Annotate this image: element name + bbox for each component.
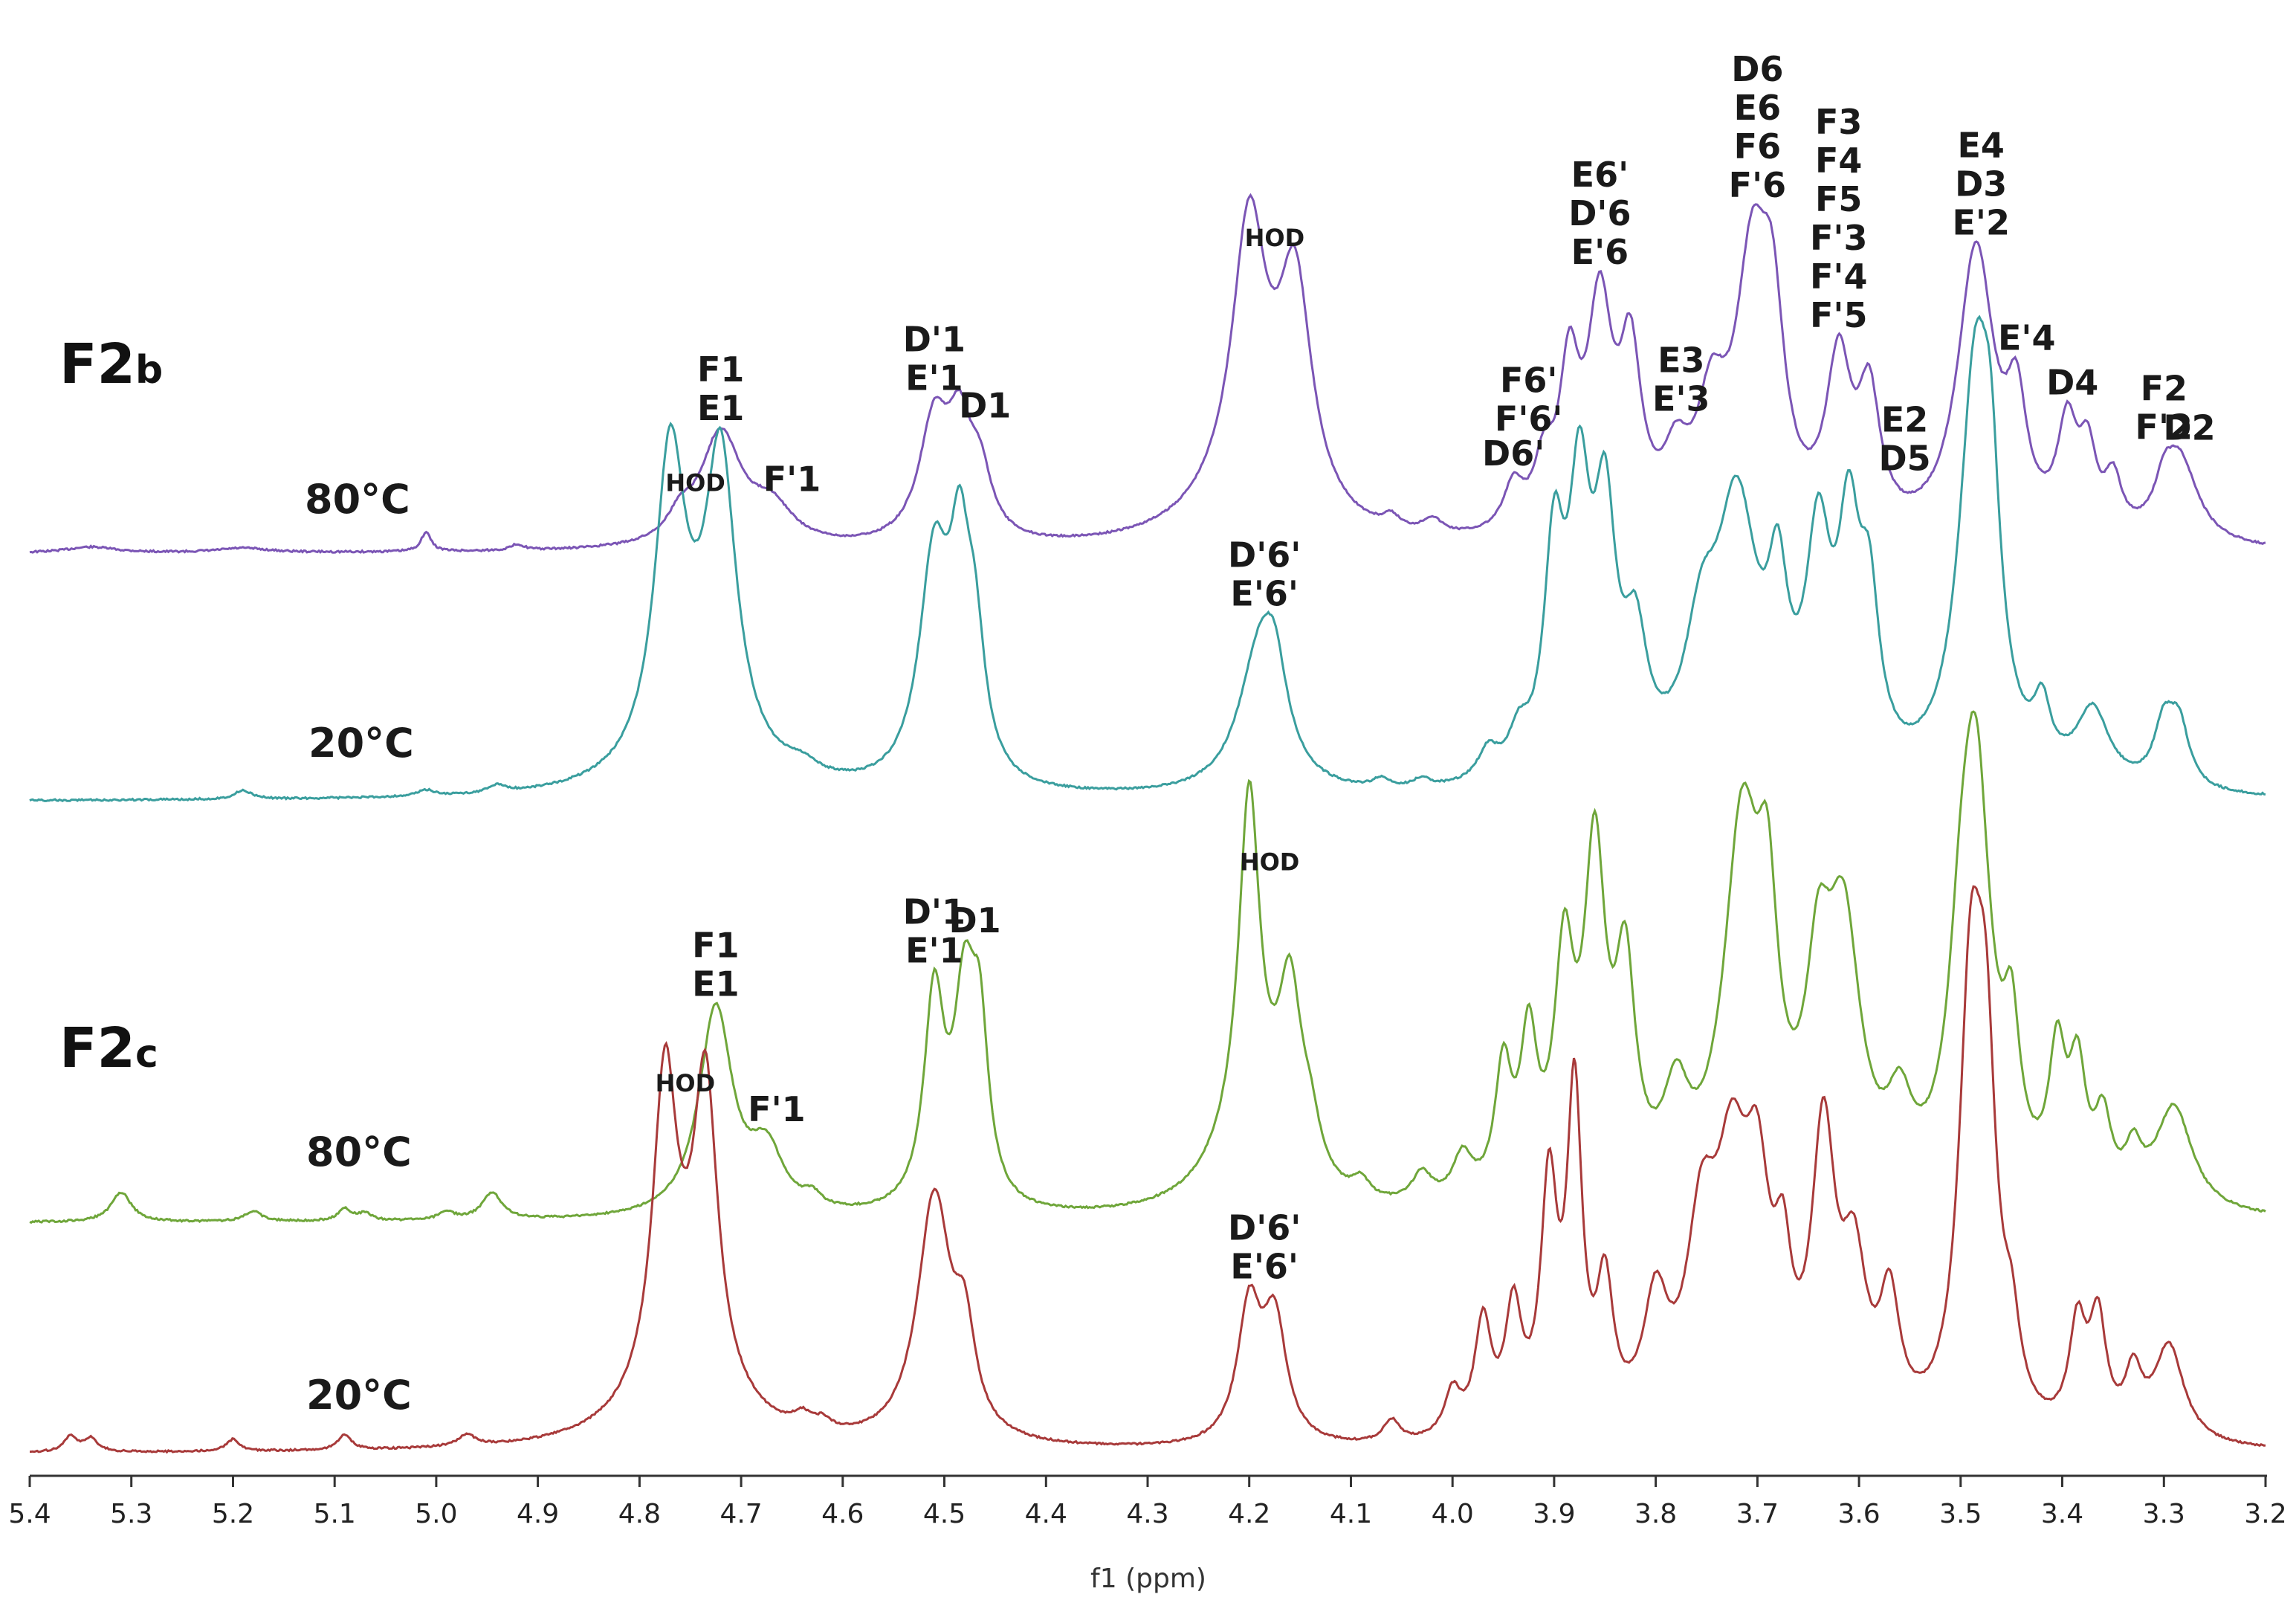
x-tick-label-5.2: 5.2 bbox=[212, 1499, 254, 1529]
temp-label-c80: 80°C bbox=[306, 1129, 412, 1175]
spectrum-line-2 bbox=[29, 314, 2266, 803]
x-tick-label-4.4: 4.4 bbox=[1025, 1499, 1067, 1529]
peak-label-2-1: HOD bbox=[665, 469, 725, 497]
peak-label-1-8: E6' D'6 E'6 bbox=[1568, 155, 1631, 272]
x-tick-label-4.1: 4.1 bbox=[1330, 1499, 1372, 1529]
group-labels: F2b F2c bbox=[59, 332, 163, 1080]
x-axis: 5.4 5.3 5.2 5.1 5.0 4.9 4.8 4.7 4.6 4.5 4.4 4.3 4.2 4… bbox=[8, 1474, 2287, 1594]
peak-label-3-4: D1 bbox=[948, 900, 1000, 941]
x-tick-label-4.3: 4.3 bbox=[1126, 1499, 1168, 1529]
x-tick-label-5.3: 5.3 bbox=[110, 1499, 152, 1529]
x-tick-label-3.9: 3.9 bbox=[1533, 1499, 1575, 1529]
temp-label-b20: 20°C bbox=[308, 720, 414, 767]
peak-label-1-1: F1 E1 bbox=[697, 349, 744, 428]
x-tick-label-4.5: 4.5 bbox=[923, 1499, 966, 1529]
peak-label-1-10: D6 E6 F6 F'6 bbox=[1729, 49, 1787, 205]
spectra-traces bbox=[29, 193, 2266, 1454]
group-label-c: F2c bbox=[59, 1016, 158, 1080]
x-tick-label-4.9: 4.9 bbox=[517, 1499, 559, 1529]
group-label-b: F2b bbox=[59, 332, 163, 396]
peak-label-1-4: D1 bbox=[959, 386, 1011, 426]
x-tick-label-3.6: 3.6 bbox=[1837, 1499, 1880, 1529]
peak-label-1-5: HOD bbox=[1245, 224, 1305, 252]
peak-label-1-12: E2 D5 bbox=[1878, 400, 1930, 479]
peak-label-4-1: HOD bbox=[656, 1069, 716, 1097]
peak-label-4-2: D'6' E'6' bbox=[1228, 1208, 1301, 1287]
x-tick-label-3.4: 3.4 bbox=[2041, 1499, 2083, 1529]
peak-label-3-1: F1 E1 bbox=[692, 926, 739, 1004]
temperature-labels: 80°C 20°C 80°C 20°C bbox=[305, 476, 414, 1419]
peak-label-1-6: F6' F'6' bbox=[1495, 360, 1563, 439]
x-tick-label-4.0: 4.0 bbox=[1432, 1499, 1474, 1529]
x-axis-label: f1 (ppm) bbox=[1090, 1564, 1206, 1594]
x-axis-ticks: 5.4 5.3 5.2 5.1 5.0 4.9 4.8 4.7 4.6 4.5 4.4 4.3 4.2 4… bbox=[8, 1476, 2287, 1529]
x-tick-label-3.3: 3.3 bbox=[2143, 1499, 2185, 1529]
spectrum-line-1 bbox=[29, 193, 2266, 554]
x-tick-label-4.2: 4.2 bbox=[1228, 1499, 1270, 1529]
x-tick-label-3.7: 3.7 bbox=[1736, 1499, 1779, 1529]
x-tick-label-3.8: 3.8 bbox=[1634, 1499, 1677, 1529]
peak-label-1-9: E3 E'3 bbox=[1652, 341, 1710, 419]
x-tick-label-5.0: 5.0 bbox=[415, 1499, 457, 1529]
peak-label-1-14: E'4 bbox=[1998, 318, 2056, 358]
peak-label-1-15: D4 bbox=[2046, 363, 2098, 403]
peak-label-1-16: F2 F'2 bbox=[2135, 368, 2193, 447]
temp-label-b80: 80°C bbox=[305, 476, 410, 523]
peak-label-3-2: F'1 bbox=[748, 1089, 806, 1129]
peak-label-1-2: F'1 bbox=[763, 459, 821, 499]
peak-label-1-17: D2 bbox=[2163, 407, 2215, 448]
x-tick-label-5.1: 5.1 bbox=[314, 1499, 356, 1529]
peak-label-1-7: D6' bbox=[1482, 433, 1545, 474]
spectrum-line-3 bbox=[29, 710, 2266, 1224]
peak-label-1-3: D'1 E'1 bbox=[903, 320, 966, 399]
peak-label-3-5: HOD bbox=[1240, 848, 1300, 876]
peak-label-1-13: E4 D3 E'2 bbox=[1952, 125, 2010, 242]
x-tick-label-4.7: 4.7 bbox=[719, 1499, 762, 1529]
x-tick-label-4.8: 4.8 bbox=[618, 1499, 661, 1529]
peak-label-3-3: D'1 E'1 bbox=[903, 892, 966, 971]
peak-label-1-11: F3 F4 F5 F'3 F'4 F'5 bbox=[1810, 102, 1868, 335]
x-tick-label-3.2: 3.2 bbox=[2244, 1499, 2286, 1529]
peak-label-2-2: D'6' E'6' bbox=[1228, 535, 1301, 614]
temp-label-c20: 20°C bbox=[306, 1372, 412, 1419]
x-tick-label-5.4: 5.4 bbox=[8, 1499, 51, 1529]
x-tick-label-4.6: 4.6 bbox=[821, 1499, 864, 1529]
x-tick-label-3.5: 3.5 bbox=[1939, 1499, 1982, 1529]
spectrum-line-4 bbox=[30, 885, 2266, 1454]
